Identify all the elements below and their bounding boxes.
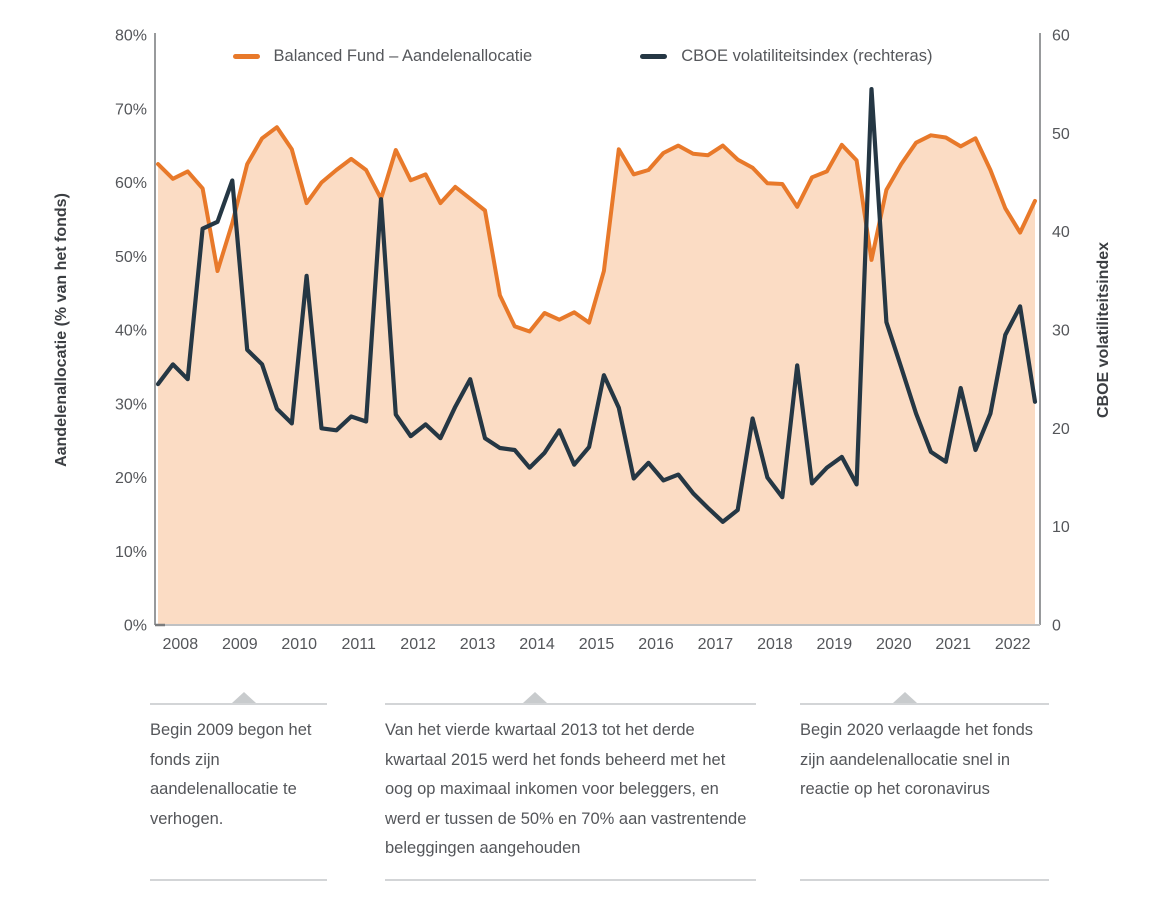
x-axis-year-label: 2019	[817, 636, 853, 653]
right-axis-tick-label: 50	[1052, 126, 1070, 143]
x-axis-year-label: 2008	[163, 636, 199, 653]
x-axis-year-label: 2021	[935, 636, 971, 653]
right-axis-tick-label: 30	[1052, 323, 1070, 340]
allocation-line	[156, 125, 1037, 334]
annotation-rule	[385, 692, 756, 705]
left-axis-title: Aandelenallocatie (% van het fonds)	[53, 193, 70, 467]
left-axis-tick-label: 40%	[115, 323, 147, 340]
legend-item-balanced-fund: Balanced Fund – Aandelenallocatie	[232, 47, 533, 66]
x-axis-year-label: 2016	[638, 636, 674, 653]
x-axis-year-label: 2011	[341, 636, 376, 653]
right-axis-tick-label: 20	[1052, 421, 1070, 438]
annotation-2020: Begin 2020 verlaagde het fonds zijn aand…	[800, 692, 1049, 881]
x-axis-year-label: 2022	[995, 636, 1031, 653]
annotation-rule	[800, 879, 1049, 881]
left-axis-tick-label: 80%	[115, 28, 147, 45]
annotation-2009: Begin 2009 begon het fonds zijn aandelen…	[150, 692, 327, 881]
annotation-text: Begin 2020 verlaagde het fonds zijn aand…	[800, 721, 1034, 798]
left-axis-tick-label: 0%	[124, 618, 147, 635]
right-axis-tick-label: 60	[1052, 28, 1070, 45]
left-axis-tick-label: 30%	[115, 396, 147, 413]
x-axis-year-label: 2020	[876, 636, 912, 653]
x-axis-year-label: 2015	[579, 636, 615, 653]
annotation-rule	[150, 692, 327, 705]
legend-label-balanced-fund: Balanced Fund – Aandelenallocatie	[273, 47, 533, 65]
right-axis-tick-label: 10	[1052, 519, 1070, 536]
x-axis-year-label: 2017	[698, 636, 734, 653]
right-axis-tick-label: 0	[1052, 618, 1061, 635]
left-axis-tick-label: 20%	[115, 470, 147, 487]
x-axis-year-label: 2009	[222, 636, 258, 653]
left-axis-tick-label: 70%	[115, 101, 147, 118]
annotation-pointer-triangle-icon	[893, 692, 917, 703]
x-axis-year-label: 2012	[400, 636, 436, 653]
annotation-rule	[150, 879, 327, 881]
chart-legend: Balanced Fund – Aandelenallocatie CBOE v…	[0, 47, 1165, 66]
legend-swatch-orange-icon	[232, 54, 260, 59]
x-axis-year-label: 2013	[460, 636, 496, 653]
legend-label-vix: CBOE volatiliteitsindex (rechteras)	[681, 47, 933, 65]
legend-item-vix: CBOE volatiliteitsindex (rechteras)	[640, 47, 932, 66]
annotation-2013-2015: Van het vierde kwartaal 2013 tot het der…	[385, 692, 756, 881]
annotation-rule	[800, 692, 1049, 705]
left-axis-tick-label: 10%	[115, 544, 147, 561]
right-axis-tick-label: 40	[1052, 224, 1070, 241]
left-axis-tick-label: 50%	[115, 249, 147, 266]
x-axis-year-label: 2010	[281, 636, 317, 653]
x-axis-year-label: 2018	[757, 636, 793, 653]
left-axis-tick-label: 60%	[115, 175, 147, 192]
dual-axis-area-line-chart: 80%70%60%50%40%30%20%10%0%60504030201002…	[115, 28, 1070, 654]
annotation-pointer-triangle-icon	[232, 692, 256, 703]
annotation-pointer-triangle-icon	[523, 692, 547, 703]
annotation-rule	[385, 879, 756, 881]
annotation-text: Begin 2009 begon het fonds zijn aandelen…	[150, 721, 312, 828]
x-axis-year-label: 2014	[519, 636, 555, 653]
legend-swatch-dark-icon	[640, 54, 668, 59]
vix-line	[155, 86, 1038, 524]
right-axis-title: CBOE volatiliteitsindex	[1095, 241, 1112, 419]
annotation-text: Van het vierde kwartaal 2013 tot het der…	[385, 721, 747, 857]
